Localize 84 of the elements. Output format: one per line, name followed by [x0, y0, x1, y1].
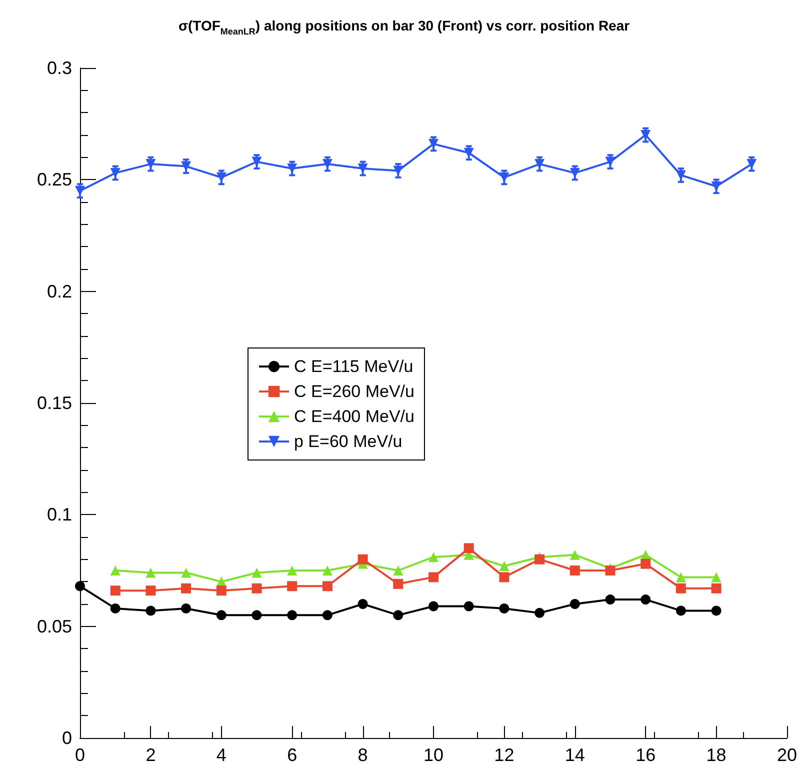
point — [110, 168, 120, 178]
legend-label: p E=60 MeV/u — [294, 432, 402, 451]
x-tick-label: 0 — [74, 745, 86, 765]
point — [499, 172, 510, 182]
point — [499, 561, 510, 572]
point — [216, 586, 226, 596]
point — [252, 156, 262, 167]
point — [570, 550, 580, 560]
point — [711, 583, 722, 594]
point — [287, 610, 298, 620]
point — [428, 552, 438, 562]
point — [322, 581, 332, 592]
x-tick-label: 8 — [358, 745, 368, 765]
point — [499, 603, 510, 614]
point — [428, 572, 438, 582]
point — [252, 568, 262, 578]
point — [287, 164, 298, 174]
y-tick-label: 0.3 — [46, 58, 72, 78]
point — [181, 568, 192, 578]
point — [110, 586, 120, 596]
point — [393, 578, 404, 589]
y-tick-label: 0.25 — [36, 170, 72, 190]
point — [181, 603, 192, 614]
point — [181, 161, 192, 172]
point — [216, 172, 226, 182]
point — [711, 181, 722, 192]
point — [287, 581, 298, 592]
point — [252, 583, 262, 594]
point — [287, 566, 298, 576]
x-tick-label: 14 — [564, 745, 585, 765]
point — [146, 586, 156, 596]
point — [570, 566, 580, 576]
x-tick-label: 4 — [216, 745, 226, 765]
point — [640, 594, 651, 605]
point — [181, 583, 192, 594]
point — [640, 130, 651, 140]
x-tick-label: 12 — [494, 745, 514, 765]
point — [393, 166, 404, 176]
point — [711, 572, 722, 582]
point — [464, 148, 474, 158]
point — [146, 606, 156, 616]
point — [534, 608, 545, 618]
x-tick-label: 2 — [146, 745, 156, 765]
point — [146, 568, 156, 578]
x-tick-label: 6 — [287, 745, 298, 765]
point — [570, 599, 580, 609]
point — [464, 601, 474, 612]
point — [393, 610, 404, 620]
legend-label: C E=115 MeV/u — [294, 357, 414, 376]
legend-label: C E=260 MeV/u — [294, 382, 414, 401]
point — [605, 594, 616, 605]
point — [358, 599, 368, 609]
x-tick-label: 10 — [423, 745, 444, 765]
point — [570, 168, 580, 178]
y-tick-label: 0.15 — [36, 393, 72, 413]
point — [252, 610, 262, 620]
y-tick-label: 0.2 — [46, 281, 72, 302]
y-tick-label: 0 — [62, 728, 72, 748]
x-tick-label: 20 — [776, 745, 798, 765]
point — [322, 566, 332, 576]
point — [110, 603, 120, 614]
point — [676, 572, 686, 582]
x-tick-label: 16 — [636, 745, 656, 765]
y-tick-label: 0.05 — [36, 616, 72, 636]
point — [499, 572, 510, 582]
point — [605, 566, 616, 576]
point — [322, 610, 332, 620]
point — [676, 606, 686, 616]
point — [216, 610, 226, 620]
point — [75, 581, 85, 592]
point — [711, 606, 722, 616]
point — [358, 164, 368, 174]
legend-label: C E=400 MeV/u — [294, 407, 414, 426]
point — [640, 558, 651, 569]
y-tick-label: 0.1 — [46, 504, 72, 525]
point — [110, 566, 120, 576]
point — [676, 583, 686, 594]
point — [605, 156, 616, 167]
point — [464, 543, 474, 554]
x-tick-label: 18 — [706, 745, 726, 765]
point — [358, 554, 368, 564]
point — [676, 170, 686, 180]
point — [428, 601, 438, 612]
point — [393, 566, 404, 576]
